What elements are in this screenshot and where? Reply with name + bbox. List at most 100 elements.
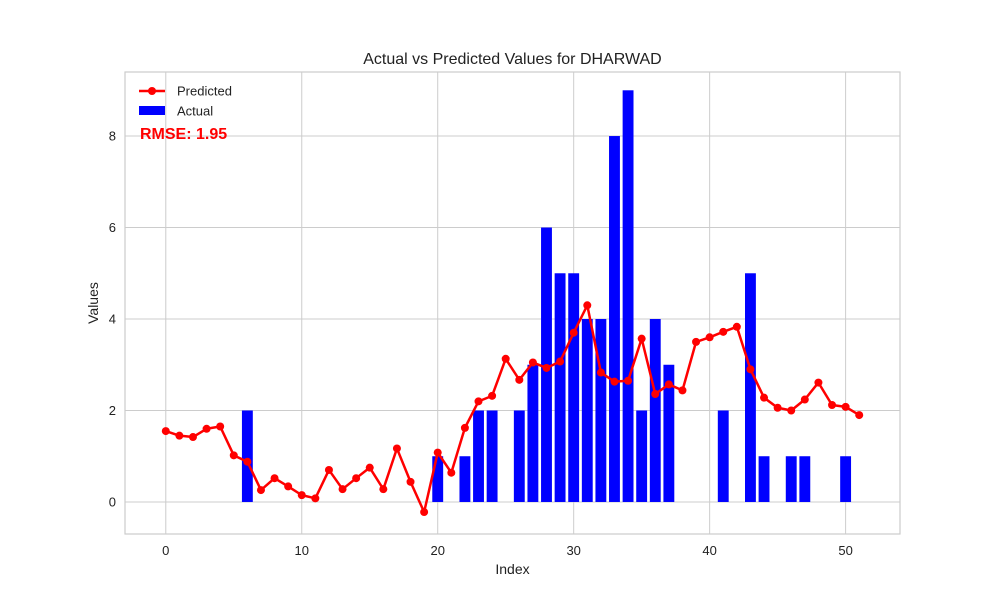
predicted-point <box>501 354 510 363</box>
legend-actual-label: Actual <box>177 104 213 119</box>
predicted-point <box>692 337 701 346</box>
predicted-line <box>161 301 864 517</box>
predicted-point <box>651 390 660 399</box>
predicted-point <box>787 406 796 415</box>
predicted-point <box>229 451 238 460</box>
actual-bar <box>622 90 634 502</box>
y-tick-label: 2 <box>109 403 116 418</box>
actual-bar <box>581 319 593 502</box>
chart-title: Actual vs Predicted Values for DHARWAD <box>363 51 661 68</box>
actual-bar <box>432 456 444 502</box>
plot-area <box>125 72 900 534</box>
legend-actual-swatch <box>139 106 165 115</box>
predicted-point <box>719 327 728 336</box>
predicted-point <box>270 474 279 483</box>
predicted-point <box>420 508 429 517</box>
y-axis-label: Values <box>85 282 101 324</box>
predicted-point <box>365 463 374 472</box>
actual-bar <box>745 273 756 502</box>
actual-bar <box>758 456 770 502</box>
predicted-point <box>773 403 782 412</box>
actual-bar <box>527 364 539 502</box>
actual-bar <box>554 273 566 502</box>
predicted-point <box>637 334 646 343</box>
y-tick-label: 8 <box>109 129 116 144</box>
actual-bar <box>649 319 661 502</box>
actual-bar <box>595 319 607 502</box>
actual-bar <box>636 410 648 502</box>
predicted-point <box>664 380 673 389</box>
predicted-point <box>705 333 714 342</box>
predicted-point <box>175 431 184 440</box>
predicted-point <box>216 422 225 431</box>
legend-predicted-label: Predicted <box>177 84 232 99</box>
actual-bar <box>799 456 811 502</box>
predicted-point <box>488 391 497 400</box>
y-tick-label: 4 <box>109 312 116 327</box>
actual-bar <box>513 410 525 502</box>
predicted-point <box>202 424 211 433</box>
predicted-point <box>583 301 592 310</box>
predicted-point <box>406 477 415 486</box>
plot-frame <box>124 71 901 535</box>
x-tick-label: 50 <box>838 543 852 558</box>
grid <box>125 72 900 534</box>
predicted-point <box>352 474 361 483</box>
y-tick-labels: 0 2 4 6 8 <box>109 129 116 510</box>
predicted-point <box>624 376 633 385</box>
predicted-point <box>447 468 456 477</box>
x-tick-label: 40 <box>702 543 716 558</box>
predicted-point <box>311 494 320 503</box>
predicted-point <box>460 423 469 432</box>
legend-predicted-marker <box>148 87 156 95</box>
predicted-point <box>800 395 809 404</box>
predicted-point <box>528 358 537 367</box>
predicted-point <box>855 411 864 420</box>
predicted-point <box>297 491 306 500</box>
predicted-point <box>284 482 293 491</box>
x-tick-label: 0 <box>162 543 169 558</box>
predicted-point <box>188 433 197 442</box>
predicted-point <box>760 393 769 402</box>
predicted-point <box>243 457 252 466</box>
predicted-point <box>814 378 823 387</box>
actual-bar <box>840 456 852 502</box>
x-tick-labels: 0 10 20 30 40 50 <box>162 543 853 558</box>
predicted-point <box>338 485 347 494</box>
actual-bar <box>473 410 484 502</box>
predicted-point <box>569 328 578 337</box>
predicted-point <box>379 485 388 494</box>
x-tick-label: 20 <box>430 543 444 558</box>
x-axis-label: Index <box>495 561 529 577</box>
actual-bar <box>459 456 471 502</box>
predicted-point <box>610 377 619 386</box>
actual-bar <box>609 136 620 502</box>
predicted-point <box>828 401 837 410</box>
predicted-point <box>392 444 401 453</box>
rmse-annotation: RMSE: 1.95 <box>140 126 227 143</box>
predicted-point <box>542 363 551 372</box>
predicted-point <box>474 397 483 406</box>
predicted-point <box>746 365 755 374</box>
x-tick-label: 10 <box>295 543 309 558</box>
actual-bar <box>663 364 675 502</box>
predicted-point <box>515 375 524 384</box>
actual-bar <box>486 410 498 502</box>
predicted-point <box>596 368 605 377</box>
x-tick-label: 30 <box>566 543 580 558</box>
predicted-point <box>433 448 442 457</box>
actual-bar <box>717 410 729 502</box>
y-tick-label: 0 <box>109 494 116 509</box>
predicted-point <box>556 357 565 366</box>
legend: Predicted Actual <box>139 84 232 119</box>
predicted-point <box>324 465 333 474</box>
predicted-point <box>841 402 850 411</box>
actual-bar <box>568 273 580 502</box>
y-tick-label: 6 <box>109 220 116 235</box>
predicted-point <box>256 486 265 495</box>
predicted-point <box>732 322 741 331</box>
actual-bar <box>241 410 253 502</box>
actual-bar <box>785 456 797 502</box>
predicted-series-line <box>165 304 860 514</box>
